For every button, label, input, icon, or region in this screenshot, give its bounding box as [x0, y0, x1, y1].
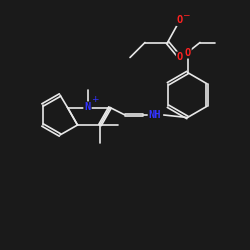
Text: O: O [177, 52, 183, 62]
Text: O: O [177, 15, 183, 25]
Text: N: N [84, 102, 90, 113]
Text: +: + [91, 96, 99, 104]
Text: O: O [184, 48, 191, 58]
Text: NH: NH [149, 110, 161, 120]
Text: −: − [182, 10, 190, 20]
